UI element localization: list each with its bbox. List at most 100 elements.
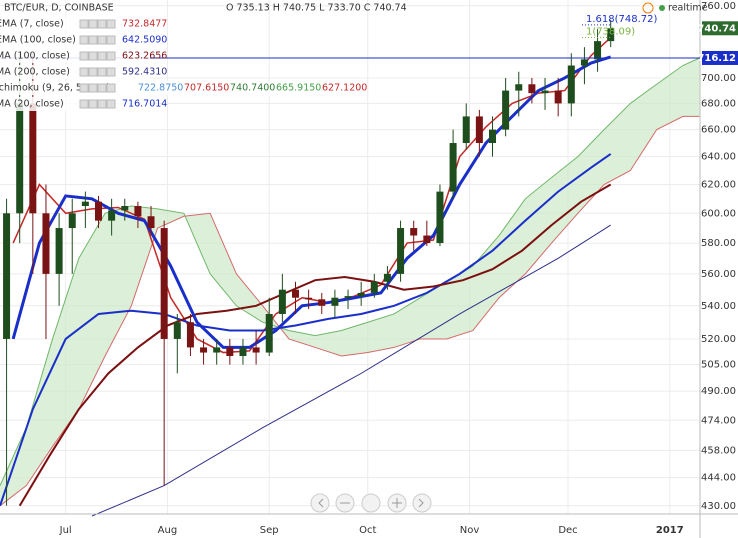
- x-tick-label: 2017: [656, 525, 684, 536]
- legend-icon[interactable]: [97, 35, 107, 45]
- candle-body: [16, 103, 24, 214]
- candle-body: [331, 297, 339, 306]
- candle-body: [436, 191, 444, 244]
- candle-body: [108, 210, 116, 221]
- chart-title: BTC/EUR, D, COINBASE: [4, 3, 114, 14]
- candle-body: [68, 213, 76, 229]
- legend-icon[interactable]: [97, 99, 107, 109]
- candle-body: [305, 297, 313, 300]
- legend-icon[interactable]: [106, 99, 116, 109]
- legend-icon[interactable]: [79, 67, 89, 77]
- candle-body: [121, 206, 129, 211]
- legend-value: 707.6150: [184, 83, 229, 94]
- legend-icon[interactable]: [79, 19, 89, 29]
- candle-body: [344, 296, 352, 298]
- candle-body: [567, 65, 575, 104]
- candle-body: [226, 347, 234, 356]
- candle-body: [94, 201, 102, 221]
- candle-body: [29, 103, 37, 214]
- x-tick-label: Oct: [359, 525, 376, 536]
- y-tick-label: 640.00: [701, 152, 736, 163]
- legend-value: 732.8477: [122, 19, 167, 30]
- indicator-line: [18, 183, 612, 507]
- legend-icon[interactable]: [97, 51, 107, 61]
- y-tick-label: 505.00: [701, 360, 736, 371]
- y-tick-label: 444.00: [701, 473, 736, 484]
- candle-body: [383, 273, 391, 282]
- y-tick-label: 490.00: [701, 386, 736, 397]
- y-tick-label: 560.00: [701, 269, 736, 280]
- legend-icon[interactable]: [106, 83, 116, 93]
- legend-value: 722.8750: [138, 83, 183, 94]
- legend-icon[interactable]: [79, 35, 89, 45]
- indicator-line: [0, 153, 612, 507]
- legend-icon[interactable]: [79, 99, 89, 109]
- legend-icon[interactable]: [88, 67, 98, 77]
- zoom-back[interactable]: [310, 493, 330, 513]
- legend-icon[interactable]: [106, 51, 116, 61]
- legend-icon[interactable]: [97, 19, 107, 29]
- candle-body: [449, 143, 457, 192]
- legend-icon[interactable]: [97, 83, 107, 93]
- candle-body: [3, 213, 11, 339]
- candle-body: [502, 90, 510, 130]
- price-label: 716.12: [697, 53, 736, 64]
- candle-body: [252, 347, 260, 353]
- legend-icon[interactable]: [88, 99, 98, 109]
- price-label: 740.74: [697, 23, 736, 34]
- candle-body: [239, 347, 247, 356]
- candle-body: [488, 129, 496, 144]
- candle-body: [55, 228, 63, 274]
- alert-icon[interactable]: [642, 2, 654, 14]
- candle-body: [475, 116, 483, 144]
- zoom-forward[interactable]: [412, 493, 432, 513]
- zoom-reset[interactable]: [361, 493, 381, 513]
- legend-name: Ichimoku (9, 26, 52, 26): [0, 83, 110, 94]
- legend-icon[interactable]: [106, 35, 116, 45]
- legend-icon[interactable]: [79, 51, 89, 61]
- legend-icon[interactable]: [88, 19, 98, 29]
- y-tick-label: 540.00: [701, 301, 736, 312]
- zoom-controls: [310, 493, 432, 513]
- candle-body: [42, 213, 50, 274]
- realtime-dot: [659, 5, 665, 11]
- y-tick-label: 760.00: [701, 1, 736, 12]
- candle-body: [410, 228, 418, 236]
- legend-name: MA (200, close): [0, 67, 70, 78]
- y-tick-label: 474.00: [701, 415, 736, 426]
- candle-body: [213, 347, 221, 353]
- legend-icon[interactable]: [79, 83, 89, 93]
- legend-icon[interactable]: [106, 19, 116, 29]
- legend-icon[interactable]: [106, 67, 116, 77]
- ichimoku-span-a: [0, 57, 700, 486]
- candle-body: [607, 28, 615, 42]
- legend-icon[interactable]: [88, 51, 98, 61]
- candle-body: [580, 59, 588, 66]
- candle-body: [147, 216, 155, 229]
- y-tick-label: 458.00: [701, 445, 736, 456]
- x-tick-label: Dec: [558, 525, 577, 536]
- legend-icon[interactable]: [88, 83, 98, 93]
- candle-body: [291, 289, 299, 298]
- ichimoku-span-b: [0, 115, 700, 507]
- candle-body: [528, 84, 536, 94]
- realtime: realtime: [668, 3, 708, 14]
- candle-body: [173, 322, 181, 339]
- y-tick-label: 600.00: [701, 208, 736, 219]
- fib-label: 1.618(748.72): [586, 14, 658, 25]
- legend-value: 627.1200: [322, 83, 367, 94]
- y-tick-label: 700.00: [701, 73, 736, 84]
- candle-body: [134, 206, 142, 217]
- legend-icon[interactable]: [88, 35, 98, 45]
- candle-body: [186, 322, 194, 348]
- candle-body: [594, 41, 602, 60]
- legend-icon[interactable]: [97, 67, 107, 77]
- indicator-line: [12, 36, 612, 354]
- y-tick-label: 430.00: [701, 501, 736, 512]
- candle-body: [278, 289, 286, 314]
- candle-body: [200, 347, 208, 353]
- legend-value: 740.7400: [230, 83, 275, 94]
- zoom-icons: [318, 498, 424, 508]
- ohlc: O 735.13 H 740.75 L 733.70 C 740.74: [226, 3, 407, 14]
